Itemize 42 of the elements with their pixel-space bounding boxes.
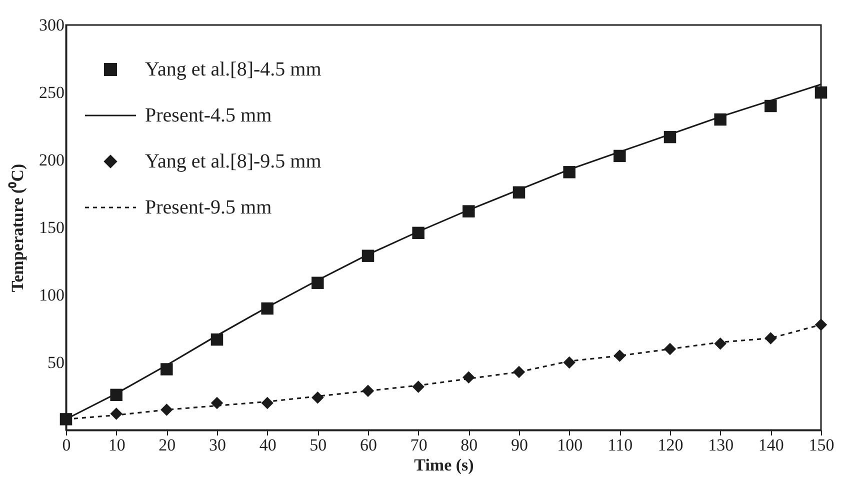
point (462, 205, 475, 218)
x-tick-label: 140 (758, 436, 784, 454)
legend-label: Present-9.5 mm (145, 196, 272, 218)
y-tick-label: 100 (39, 286, 64, 304)
x-tick-label: 60 (360, 436, 377, 454)
y-tick-label: 250 (39, 83, 64, 102)
point (412, 380, 424, 393)
point (110, 408, 122, 420)
point (814, 318, 828, 331)
point (512, 366, 526, 378)
point (160, 363, 173, 376)
x-tick-label: 40 (259, 436, 276, 454)
x-tick-label: 120 (658, 436, 684, 454)
point (664, 342, 676, 356)
x-tick-label: 80 (460, 436, 478, 454)
point (814, 86, 828, 99)
x-tick-label: 110 (608, 436, 633, 454)
x-tick-label: 70 (410, 436, 428, 454)
point (714, 337, 726, 350)
point (60, 413, 72, 426)
x-tick-label: 150 (808, 436, 834, 454)
x-tick-label: 100 (557, 436, 583, 454)
y-tick-label: 50 (48, 353, 64, 372)
y-tick-label: 300 (39, 16, 64, 34)
x-tick-label: 10 (108, 436, 126, 454)
point (764, 100, 777, 112)
x-tick-label: 130 (708, 436, 734, 454)
point (563, 166, 576, 178)
x-tick-label: 20 (158, 436, 176, 454)
x-tick-label: 90 (511, 436, 528, 454)
y-tick-label: 150 (39, 218, 64, 237)
legend-label: Present-4.5 mm (145, 104, 272, 126)
legend-label: Yang et al.[8]-9.5 mm (145, 150, 322, 172)
y-axis-title: Temperature (⁰C) (8, 164, 27, 292)
y-tick-label: 200 (39, 150, 64, 170)
legend-label: Yang et al.[8]-4.5 mm (145, 58, 322, 80)
x-axis-title: Time (s) (414, 456, 474, 474)
x-tick-label: 30 (209, 436, 226, 454)
x-tick-label: 50 (310, 436, 327, 454)
x-tick-label: 0 (62, 436, 71, 454)
point (312, 276, 324, 289)
point (210, 396, 224, 410)
